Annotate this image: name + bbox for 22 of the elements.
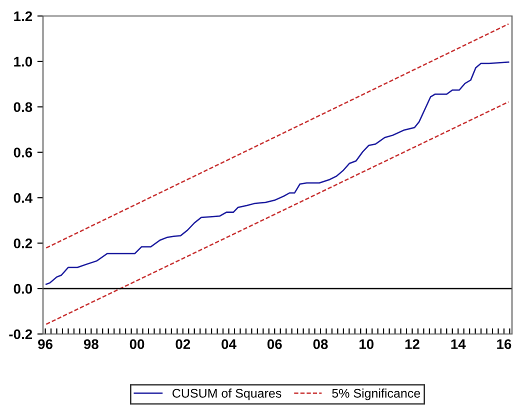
line-series — [46, 61, 510, 285]
x-tick-label: 10 — [360, 339, 374, 350]
y-tick-label: 1.2 — [14, 11, 32, 22]
x-tick-label: 14 — [451, 339, 466, 349]
x-tick-label: 98 — [84, 339, 98, 350]
x-tick-label: 02 — [176, 339, 190, 350]
x-tick-label: 04 — [222, 339, 236, 350]
x-tick-label: 12 — [405, 339, 420, 349]
x-tick-label: 00 — [130, 339, 144, 350]
x-tick-label: 08 — [313, 339, 328, 350]
x-tick-label: 06 — [267, 339, 282, 350]
x-tick-label: 96 — [38, 339, 53, 350]
y-tick-label: 0.8 — [14, 102, 32, 112]
y-tick-label: 0.4 — [14, 193, 33, 203]
y-tick-label: 0.2 — [14, 238, 32, 248]
y-tick-label: -0.2 — [9, 329, 32, 340]
x-tick-label: 16 — [497, 339, 512, 350]
y-tick-label: 0.6 — [14, 148, 32, 158]
y-tick-label: 1.0 — [14, 56, 32, 67]
legend-label: 5% Significance — [332, 388, 420, 400]
y-tick-label: 0.0 — [14, 284, 32, 294]
legend-label: CUSUM of Squares — [172, 388, 282, 400]
